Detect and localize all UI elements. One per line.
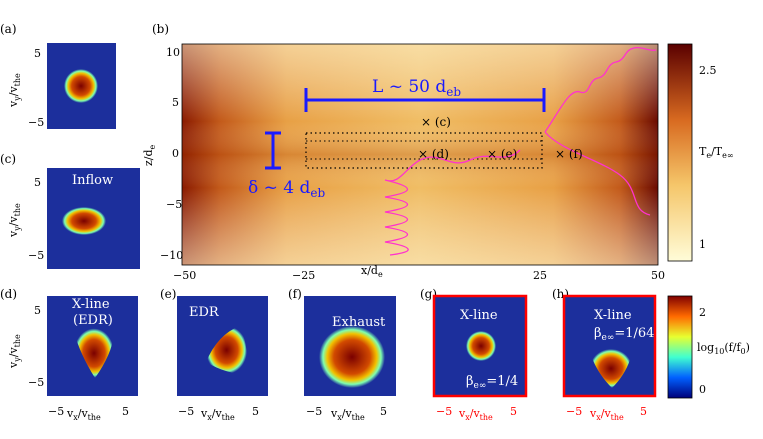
- panel-c-distribution: [62, 207, 106, 235]
- panel-c-letter: (c): [0, 152, 16, 166]
- panel-d-xtick-5: 5: [122, 405, 129, 418]
- panel-d-xlabel: vx/vthe: [66, 407, 101, 422]
- panel-h-xtick-5: 5: [640, 405, 647, 418]
- panel-e-xlabel: vx/vthe: [200, 407, 235, 422]
- svg-text:z/de: z/de: [142, 144, 157, 166]
- panel-f-xtick-5: 5: [380, 405, 387, 418]
- panel-a-ytick-m5: −5: [28, 116, 44, 129]
- x-axis-label: x/de: [361, 264, 383, 279]
- panel-f-xlabel: vx/vthe: [330, 407, 365, 422]
- L-label: L ~ 50 deb: [372, 77, 461, 99]
- svg-text:vy/vthe: vy/vthe: [7, 73, 22, 108]
- colorbar-bottom-tick-0: 0: [699, 383, 706, 396]
- panel-a-ytick-5: 5: [34, 47, 41, 60]
- panel-f-distribution: [319, 326, 385, 388]
- panel-c-ytick-5: 5: [34, 176, 41, 189]
- colorbar-bottom-label: log10(f/f0): [697, 341, 750, 356]
- panel-b: (b) L ~ 50 deb δ ~ 4 deb × (c) × (d) × (…: [142, 22, 665, 282]
- z-tick-10: 10: [166, 46, 180, 59]
- panel-d-title-2: (EDR): [73, 313, 113, 328]
- panel-g: (g) X-line βe∞=1/4 −5 5 vx/vthe: [420, 287, 528, 422]
- panel-g-title: X-line: [460, 308, 498, 323]
- panel-f: (f) Exhaust −5 5 vx/vthe: [288, 287, 396, 422]
- panel-f-title: Exhaust: [332, 315, 386, 330]
- z-tick-m10: −10: [160, 249, 183, 262]
- panel-g-distribution: [466, 331, 496, 361]
- panel-c-title: Inflow: [72, 173, 113, 188]
- colorbar-top-label: Te/Te∞: [699, 145, 734, 160]
- panel-h-title: X-line: [594, 308, 632, 323]
- colorbar-top-tick-25: 2.5: [699, 64, 717, 77]
- delta-label: δ ~ 4 deb: [248, 178, 325, 200]
- x-tick-50: 50: [651, 269, 665, 282]
- panel-b-temperature-overlay: [182, 44, 658, 265]
- panel-d-ytick-m5: −5: [28, 376, 44, 389]
- z-tick-5: 5: [172, 96, 179, 109]
- panel-a-distribution: [64, 69, 98, 103]
- panel-d-title-1: X-line: [72, 297, 110, 312]
- colorbar-bottom-tick-2: 2: [699, 306, 706, 319]
- panel-c-ylabel: vy/vthe: [7, 203, 22, 238]
- panel-d-ylabel: vy/vthe: [7, 334, 22, 369]
- panel-b-frame: [181, 43, 659, 266]
- panel-d-letter: (d): [0, 287, 17, 301]
- panel-g-beta: βe∞=1/4: [466, 374, 518, 391]
- panel-g-xlabel: vx/vthe: [458, 407, 493, 422]
- particle-trajectory: [384, 46, 657, 256]
- marker-e: × (e): [487, 147, 517, 161]
- z-tick-m5: −5: [166, 198, 182, 211]
- colorbar-top-tick-1: 1: [699, 238, 706, 251]
- panel-a: (a) 5 −5 vy/vthe: [0, 22, 116, 129]
- z-tick-0: 0: [172, 147, 179, 160]
- panel-e-distribution: [206, 326, 248, 374]
- panel-d-distribution: [74, 328, 114, 378]
- panel-g-xtick-m5: −5: [436, 405, 452, 418]
- panel-h-xtick-m5: −5: [566, 405, 582, 418]
- svg-text:vy/vthe: vy/vthe: [7, 203, 22, 238]
- panel-d-xtick-m5: −5: [48, 405, 64, 418]
- x-tick-m50: −50: [173, 269, 196, 282]
- panel-h: (h) X-line βe∞=1/64 −5 5 vx/vthe: [552, 287, 657, 422]
- panel-e-xtick-5: 5: [252, 405, 259, 418]
- panel-f-letter: (f): [288, 287, 302, 301]
- panel-e-xtick-m5: −5: [178, 405, 194, 418]
- panel-e-letter: (e): [160, 287, 176, 301]
- panel-h-distribution: [590, 349, 632, 388]
- panel-a-letter: (a): [0, 22, 17, 36]
- marker-c: × (c): [421, 115, 451, 129]
- panel-c-ytick-m5: −5: [28, 249, 44, 262]
- panel-f-xtick-m5: −5: [306, 405, 322, 418]
- colorbar-bottom: 2 0 log10(f/f0): [667, 295, 750, 399]
- colorbar-bottom-gradient: [667, 295, 693, 399]
- svg-text:vy/vthe: vy/vthe: [7, 334, 22, 369]
- panel-c: (c) Inflow 5 −5 vy/vthe: [0, 152, 140, 269]
- colorbar-top-gradient: [667, 43, 693, 262]
- panel-h-xlabel: vx/vthe: [589, 407, 624, 422]
- marker-d: × (d): [418, 147, 449, 161]
- marker-f: × (f): [555, 147, 583, 161]
- panel-e-title: EDR: [189, 305, 220, 320]
- panel-e: (e) EDR −5 5 vx/vthe: [160, 287, 268, 422]
- panel-h-beta: βe∞=1/64: [594, 326, 654, 343]
- x-tick-m25: −25: [292, 269, 315, 282]
- panel-d-ytick-5: 5: [34, 304, 41, 317]
- colorbar-top: 2.5 1 Te/Te∞: [667, 43, 734, 262]
- panel-g-xtick-5: 5: [510, 405, 517, 418]
- z-axis-label: z/de: [142, 144, 157, 166]
- panel-d: (d) X-line (EDR) 5 −5 vy/vthe −5 5 vx/vt…: [0, 287, 138, 422]
- current-sheet-box: [305, 132, 543, 169]
- panel-a-ylabel: vy/vthe: [7, 73, 22, 108]
- x-tick-25: 25: [533, 269, 547, 282]
- panel-b-letter: (b): [152, 22, 169, 36]
